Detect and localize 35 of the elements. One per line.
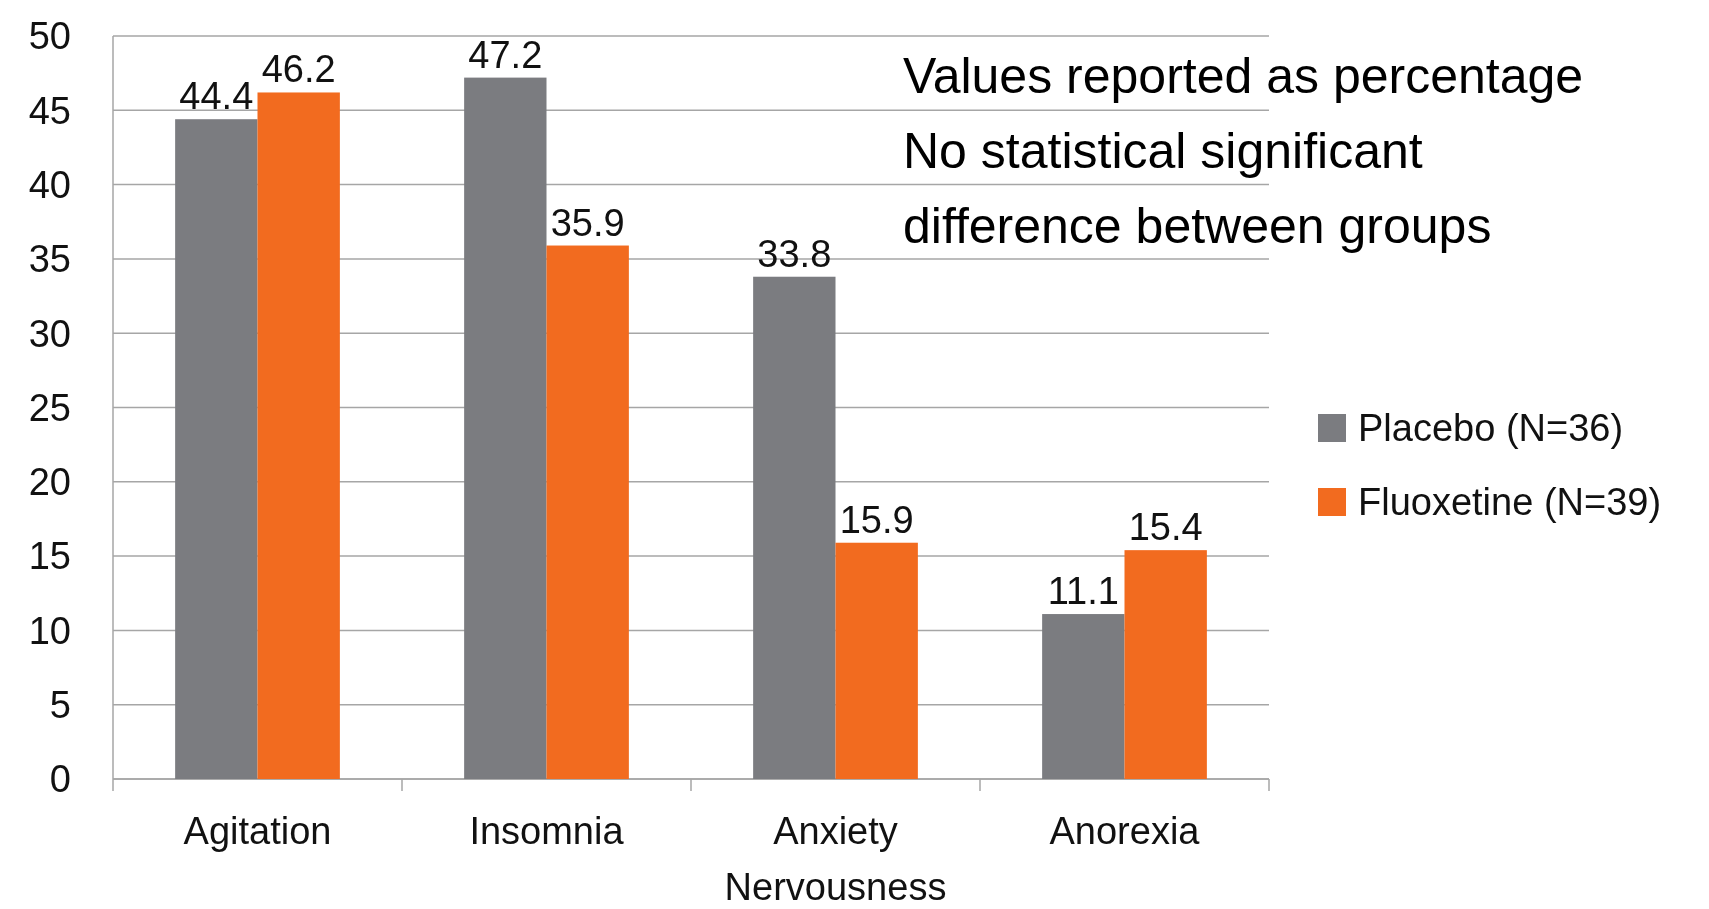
x-tick-label: Agitation <box>183 810 332 852</box>
legend-label: Placebo (N=36) <box>1358 407 1624 450</box>
y-tick-label: 10 <box>28 609 71 652</box>
annotation: Values reported as percentage <box>903 48 1584 104</box>
x-tick-label: Insomnia <box>469 810 625 852</box>
bar <box>546 245 629 779</box>
y-tick-label: 50 <box>28 15 71 58</box>
data-label: 35.9 <box>550 201 625 244</box>
data-label: 15.4 <box>1128 506 1203 549</box>
bar <box>257 92 340 779</box>
y-tick-label: 25 <box>28 386 71 429</box>
y-tick-label: 45 <box>28 89 71 132</box>
data-label: 46.2 <box>261 48 336 91</box>
y-tick-label: 5 <box>49 684 71 726</box>
bar <box>1124 550 1207 779</box>
bar <box>753 276 836 779</box>
x-tick-label: Anorexia <box>1049 810 1201 852</box>
bar <box>835 542 918 779</box>
data-label: 33.8 <box>757 232 832 275</box>
bar <box>175 119 258 779</box>
y-tick-label: 15 <box>28 535 71 578</box>
bar <box>464 77 547 779</box>
y-tick-label: 35 <box>28 238 71 281</box>
bar <box>1042 614 1125 779</box>
data-label: 15.9 <box>839 498 914 541</box>
y-tick-label: 30 <box>28 312 71 355</box>
annotation: No statistical significant difference between groups <box>903 123 1492 254</box>
y-tick-label: 0 <box>49 758 71 801</box>
y-tick-label: 40 <box>28 163 71 206</box>
data-label: 47.2 <box>468 33 543 76</box>
legend-label: Fluoxetine (N=39) <box>1358 481 1662 524</box>
y-tick-label: 20 <box>28 461 71 504</box>
data-label: 11.1 <box>1047 570 1119 613</box>
data-label: 44.4 <box>179 75 254 118</box>
x-tick-label: Anxiety Nervousness <box>724 810 947 908</box>
